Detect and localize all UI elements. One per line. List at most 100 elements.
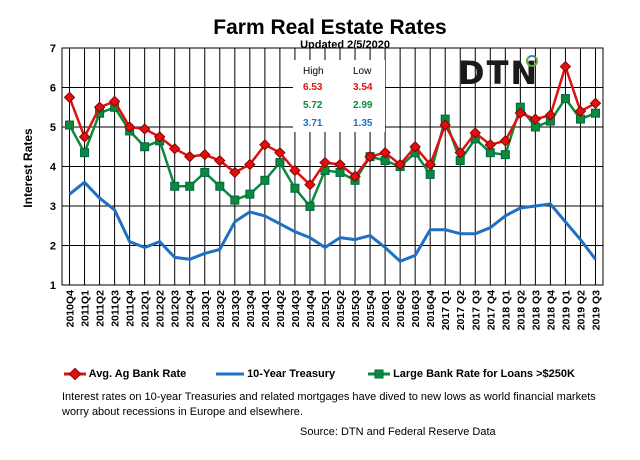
point-ag-bank bbox=[289, 164, 301, 177]
point-large-bank bbox=[140, 142, 150, 152]
point-ag-bank bbox=[259, 139, 271, 151]
point-large-bank bbox=[170, 181, 180, 191]
point-ag-bank bbox=[424, 158, 436, 171]
x-tick-label: 2012Q1 bbox=[140, 290, 152, 328]
point-ag-bank bbox=[108, 95, 121, 108]
point-large-bank bbox=[305, 201, 315, 211]
x-tick-label: 2015Q3 bbox=[350, 290, 362, 328]
legend-item-large: Large Bank Rate for Loans >$250K bbox=[368, 368, 575, 380]
dtn-logo: DTN bbox=[458, 54, 540, 92]
legend-ag-swatch bbox=[64, 367, 86, 381]
x-tick-label: 2019 Q3 bbox=[590, 290, 602, 330]
point-ag-bank bbox=[589, 97, 602, 110]
y-tick-label: 7 bbox=[50, 43, 56, 55]
stats-high-large: 5.72 bbox=[303, 100, 323, 111]
x-tick-label: 2014Q1 bbox=[260, 290, 272, 328]
point-ag-bank bbox=[574, 105, 587, 117]
x-tick-label: 2014Q4 bbox=[305, 290, 317, 328]
series-line-treasury bbox=[68, 180, 597, 263]
point-large-bank bbox=[425, 169, 435, 179]
point-large-bank bbox=[185, 181, 195, 191]
point-ag-bank bbox=[63, 91, 76, 104]
point-ag-bank bbox=[169, 143, 181, 155]
point-ag-bank bbox=[454, 146, 466, 159]
point-ag-bank bbox=[439, 119, 451, 131]
stats-high-ag: 6.53 bbox=[303, 82, 323, 93]
point-ag-bank bbox=[229, 166, 241, 179]
source-note: Source: DTN and Federal Reserve Data bbox=[300, 426, 496, 438]
x-tick-label: 2018 Q1 bbox=[500, 290, 512, 330]
x-tick-label: 2016Q1 bbox=[380, 290, 392, 328]
x-tick-label: 2016Q2 bbox=[395, 290, 407, 328]
x-tick-label: 2019 Q2 bbox=[575, 290, 587, 330]
point-ag-bank bbox=[244, 158, 256, 171]
x-tick-label: 2017 Q4 bbox=[485, 290, 497, 330]
x-tick-label: 2015Q1 bbox=[320, 290, 332, 328]
legend-large-swatch bbox=[368, 369, 390, 379]
x-tick-label: 2018 Q4 bbox=[545, 290, 557, 330]
point-ag-bank bbox=[304, 178, 316, 191]
x-tick-label: 2011Q2 bbox=[95, 290, 107, 327]
point-ag-bank bbox=[484, 139, 496, 151]
x-tick-label: 2012Q2 bbox=[155, 290, 167, 328]
point-ag-bank bbox=[409, 141, 421, 153]
y-tick-label: 6 bbox=[50, 83, 56, 95]
point-ag-bank bbox=[394, 158, 406, 171]
y-tick-label: 4 bbox=[50, 162, 57, 174]
x-tick-label: 2016Q3 bbox=[410, 290, 422, 328]
legend-treasury-swatch bbox=[216, 372, 244, 376]
point-ag-bank bbox=[153, 131, 166, 143]
stats-low-ag: 3.54 bbox=[353, 82, 373, 93]
point-ag-bank bbox=[199, 148, 211, 161]
point-ag-bank bbox=[514, 107, 527, 119]
stats-low-large: 2.99 bbox=[353, 100, 373, 111]
point-ag-bank bbox=[214, 154, 226, 167]
x-tick-label: 2011Q3 bbox=[110, 290, 122, 327]
point-large-bank bbox=[215, 181, 225, 191]
point-large-bank bbox=[200, 167, 210, 177]
x-tick-label: 2017 Q2 bbox=[455, 290, 467, 330]
x-tick-label: 2018 Q3 bbox=[530, 290, 542, 330]
point-large-bank bbox=[275, 158, 285, 168]
stats-high-header: High bbox=[303, 66, 324, 77]
x-tick-label: 2013Q3 bbox=[230, 290, 242, 328]
point-large-bank bbox=[260, 175, 270, 185]
point-large-bank bbox=[590, 108, 600, 118]
x-tick-label: 2019 Q1 bbox=[560, 290, 572, 330]
point-ag-bank bbox=[138, 123, 151, 135]
y-tick-label: 2 bbox=[50, 241, 56, 253]
point-ag-bank bbox=[499, 135, 512, 147]
y-tick-label: 5 bbox=[50, 122, 56, 134]
point-ag-bank bbox=[93, 101, 106, 113]
x-tick-label: 2017 Q3 bbox=[470, 290, 482, 330]
stats-low-header: Low bbox=[353, 66, 372, 77]
chart-title: Farm Real Estate Rates bbox=[213, 16, 446, 39]
point-ag-bank bbox=[78, 131, 91, 143]
y-tick-label: 3 bbox=[50, 201, 56, 213]
legend-ag-label: Avg. Ag Bank Rate bbox=[88, 368, 187, 380]
x-tick-label: 2014Q2 bbox=[275, 290, 287, 328]
point-ag-bank bbox=[364, 150, 376, 163]
point-ag-bank bbox=[184, 150, 196, 163]
point-large-bank bbox=[65, 120, 75, 130]
x-tick-label: 2016Q4 bbox=[425, 290, 437, 328]
legend-treasury-label: 10-Year Treasury bbox=[247, 368, 336, 380]
point-large-bank bbox=[500, 150, 510, 160]
point-ag-bank bbox=[469, 127, 481, 139]
x-tick-label: 2013Q2 bbox=[215, 290, 227, 328]
legend-item-treasury: 10-Year Treasury bbox=[216, 368, 335, 380]
point-ag-bank bbox=[559, 60, 572, 73]
legend-large-label: Large Bank Rate for Loans >$250K bbox=[393, 368, 575, 380]
point-ag-bank bbox=[349, 170, 361, 183]
caption: Interest rates on 10-year Treasuries and… bbox=[62, 391, 596, 418]
x-tick-label: 2013Q4 bbox=[245, 290, 257, 328]
x-tick-label: 2014Q3 bbox=[290, 290, 302, 328]
x-tick-label: 2012Q3 bbox=[170, 290, 182, 328]
stats-box: High Low 6.53 3.54 5.72 2.99 3.71 1.35 bbox=[293, 60, 385, 132]
x-tick-label: 2015Q2 bbox=[335, 290, 347, 328]
point-large-bank bbox=[560, 94, 570, 104]
point-ag-bank bbox=[379, 146, 391, 159]
x-tick-label: 2018 Q2 bbox=[515, 290, 527, 330]
point-ag-bank bbox=[319, 156, 331, 169]
x-tick-label: 2015Q4 bbox=[365, 290, 377, 328]
